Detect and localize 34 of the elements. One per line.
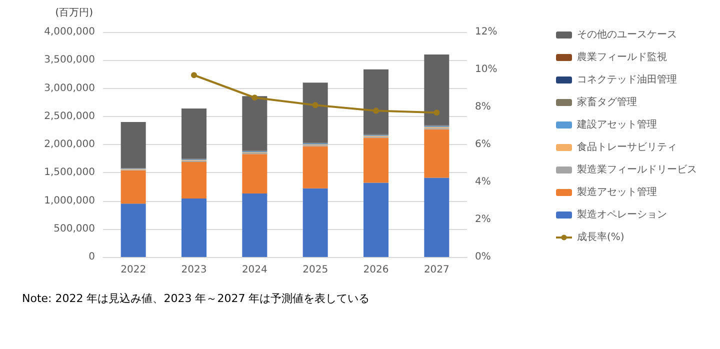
y2-tick-label: 8% (475, 102, 491, 112)
y2-tick-label: 0% (475, 252, 491, 262)
legend-label: 家畜タグ管理 (577, 96, 637, 108)
legend-label: その他のユースケース (577, 28, 677, 40)
y-tick-label: 2,500,000 (44, 110, 95, 122)
legend-label: 農業フィールド監視 (577, 51, 667, 63)
y-tick-label: 4,000,000 (44, 26, 95, 38)
y-tick-label: 3,000,000 (44, 82, 95, 94)
text: Note: 2022 年は見込み値、2023 年～2027 年は予測値を表している (22, 292, 370, 305)
y-tick-label: 500,000 (54, 223, 95, 234)
legend-label: 食品トレーサビリティ (577, 141, 677, 153)
y2-tick-label: 2% (475, 214, 491, 225)
y2-tick-label: 12% (475, 26, 498, 38)
x-tick-label: 2022 (120, 264, 146, 276)
y2-tick-label: 4% (475, 176, 491, 188)
y2-tick-label: 10% (475, 64, 498, 75)
y-tick-label: 0 (88, 252, 95, 262)
y-axis-title: (百万円) (55, 8, 94, 18)
legend-label: 成長率(%) (577, 231, 624, 243)
x-tick-label: 2023 (181, 264, 207, 276)
y2-tick-label: 6% (475, 139, 491, 150)
y-tick-label: 2,000,000 (44, 139, 95, 150)
y-tick-label: 1,000,000 (44, 195, 95, 206)
x-tick-label: 2027 (424, 264, 450, 276)
x-tick-label: 2024 (242, 264, 268, 276)
y-tick-label: 3,500,000 (44, 54, 95, 66)
legend-label: コネクテッド油田管理 (577, 74, 677, 86)
x-tick-label: 2026 (363, 264, 389, 276)
legend-label: 製造アセット管理 (577, 186, 657, 198)
x-tick-label: 2025 (302, 264, 328, 276)
y-tick-label: 1,500,000 (44, 167, 95, 178)
legend-label: 製造業フィールドリービス (577, 164, 697, 176)
legend-label: 建設アセット管理 (576, 118, 657, 130)
legend-label: 製造オペレーション (577, 208, 667, 220)
